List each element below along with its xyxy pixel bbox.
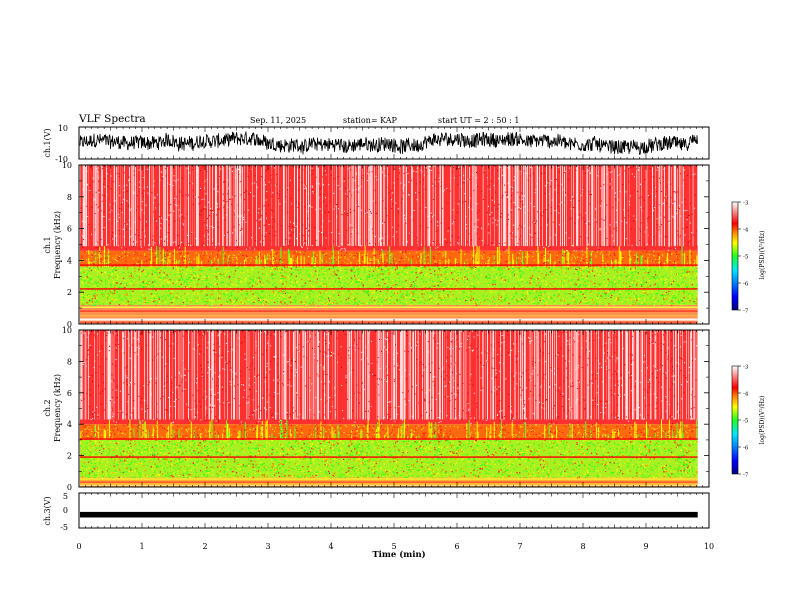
time-axis-ticks	[78, 127, 710, 528]
colorbar-tick-label: -6	[743, 282, 749, 288]
colorbar-tick-label: -6	[743, 446, 749, 452]
spec2-ytick-label: 8	[67, 357, 72, 366]
ch2-spectrogram-image	[79, 330, 709, 487]
ch3-waveform-ylabel: ch.3(V)	[43, 496, 52, 525]
time-axis-label: Time (min)	[372, 549, 425, 560]
ch1-ytick-bottom: -10	[55, 155, 68, 164]
time-tick-label: 8	[580, 542, 585, 551]
ch1-spectrogram-yticks: 0 2 4 6 8 10	[62, 161, 709, 329]
spec1-ytick-label: 10	[62, 161, 72, 170]
time-tick-label: 9	[643, 542, 648, 551]
time-tick-label: 5	[391, 542, 396, 551]
colorbar-tick-label: -7	[743, 309, 749, 315]
ch1-spectrogram-image	[79, 165, 709, 324]
spec2-low-stripe-2	[80, 484, 698, 487]
ch2-spec-ylabel-frequency: Frequency (kHz)	[53, 374, 62, 442]
ch1-spectrogram-panel: 0 2 4 6 8 10 ch.1 Frequency (kHz) log(PSD)(V²…	[43, 161, 766, 329]
colorbar-tick-label: -3	[743, 365, 749, 371]
ch1-spec-ylabel-channel: ch.1	[43, 236, 52, 253]
time-axis-tick-labels: 0 1 2 3 4 5 6 7 8 9 10	[76, 542, 714, 551]
spec2-ytick-label: 6	[67, 389, 72, 398]
colorbar-tick-label: -4	[743, 228, 749, 234]
spec1-low-stripe-2	[80, 315, 698, 317]
ch1-waveform-panel: 10 -10 ch.1(V)	[43, 124, 710, 164]
spec2-ytick-label: 4	[67, 420, 72, 429]
spec1-ytick-label: 0	[67, 320, 72, 329]
spec2-ytick-label: 2	[67, 452, 72, 461]
ch2-spectrogram-yticks: 0 2 4 6 8 10	[62, 326, 709, 492]
date-label: Sep. 11, 2025	[250, 116, 307, 125]
ch1-colorbar-ticks: -3 -4 -5 -6 -7	[738, 201, 749, 315]
time-tick-label: 3	[265, 542, 270, 551]
start-time-label: start UT = 2 : 50 : 1	[438, 116, 520, 125]
colorbar-tick-label: -4	[743, 392, 749, 398]
time-tick-label: 1	[139, 542, 144, 551]
ch2-colorbar-ticks: -3 -4 -5 -6 -7	[738, 365, 749, 479]
ch1-waveform-ylabel: ch.1(V)	[43, 128, 52, 157]
ch1-waveform-trace	[79, 131, 698, 155]
spec1-ytick-label: 4	[67, 256, 72, 265]
spec1-ytick-label: 2	[67, 288, 72, 297]
ch2-colorbar-label: log(PSD)(V²/Hz)	[759, 396, 766, 445]
spec1-low-stripe-0	[80, 306, 698, 309]
figure-title: VLF Spectra	[79, 113, 146, 125]
spec2-red-line-0	[80, 456, 698, 458]
time-tick-label: 0	[76, 542, 81, 551]
spec2-low-stripe-1	[80, 481, 698, 483]
spec1-low-stripe-1	[80, 310, 698, 312]
colorbar-tick-label: -3	[743, 201, 749, 207]
ch2-spectrogram-panel: 0 2 4 6 8 10 ch.2 Frequency (kHz) log(PSD)(V²…	[43, 326, 766, 492]
ch2-spec-ylabel-channel: ch.2	[43, 399, 52, 416]
spec2-ytick-label: 10	[62, 326, 72, 335]
spec1-low-stripe-3	[80, 318, 698, 321]
spec2-low-stripe-0	[80, 478, 698, 480]
colorbar-tick-label: -7	[743, 473, 749, 479]
spec1-transition-band	[80, 250, 698, 267]
ch1-ytick-top: 10	[58, 124, 68, 133]
time-tick-label: 10	[704, 542, 714, 551]
ch3-ytick-mid: 0	[63, 506, 68, 515]
spec1-red-line-0	[80, 288, 698, 290]
ch3-ytick-bottom: -5	[60, 523, 68, 532]
time-tick-label: 6	[454, 542, 459, 551]
spec2-red-line-1	[80, 438, 698, 440]
time-tick-label: 2	[202, 542, 207, 551]
spec1-ytick-label: 6	[67, 225, 72, 234]
spec1-low-stripe-4	[80, 321, 698, 323]
ch1-spec-ylabel-frequency: Frequency (kHz)	[53, 211, 62, 279]
colorbar-tick-label: -5	[743, 419, 749, 425]
spec1-red-line-1	[80, 264, 698, 266]
spec2-ytick-label: 0	[67, 483, 72, 492]
ch3-ytick-top: 5	[63, 492, 68, 501]
ch3-waveform-trace	[80, 511, 698, 518]
station-label: station= KAP	[343, 116, 397, 125]
ch2-colorbar	[731, 365, 739, 475]
ch1-colorbar	[731, 201, 739, 311]
ch1-colorbar-label: log(PSD)(V²/Hz)	[759, 231, 766, 280]
colorbar-tick-label: -5	[743, 255, 749, 261]
time-tick-label: 4	[328, 542, 333, 551]
time-tick-label: 7	[517, 542, 522, 551]
ch3-waveform-panel: 5 0 -5 ch.3(V)	[43, 492, 710, 532]
spec1-ytick-label: 8	[67, 193, 72, 202]
ch3-waveform-frame	[78, 492, 710, 529]
